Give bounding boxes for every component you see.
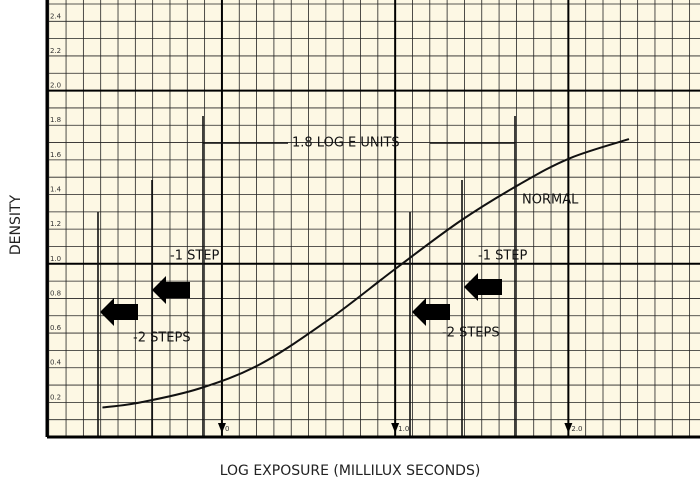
- tick-arrow: [564, 423, 573, 433]
- annotation: -2 STEPS: [133, 331, 191, 346]
- annotation: -1 STEP: [478, 249, 528, 264]
- y-tick-label: 1.8: [50, 116, 61, 124]
- y-tick-label: 1.6: [50, 151, 62, 159]
- annotation-lines: [97, 116, 516, 437]
- tick-arrow: [391, 423, 400, 433]
- y-tick-label: 1.2: [50, 220, 61, 228]
- x-tick-label: 2.0: [571, 425, 582, 433]
- curve: [102, 138, 630, 409]
- y-tick-label: 2.0: [50, 82, 61, 90]
- tick-arrow: [217, 423, 226, 433]
- plot-background: [47, 0, 700, 437]
- y-axis-label: DENSITY: [8, 194, 24, 255]
- x-axis-label: LOG EXPOSURE (MILLILUX SECONDS): [220, 463, 481, 479]
- y-tick-label: 0.2: [50, 393, 61, 401]
- x-tick-label: 1.0: [398, 425, 409, 433]
- step-arrows: [100, 273, 502, 326]
- y-tick-label: 0.4: [50, 359, 62, 367]
- y-tick-label: 0.8: [50, 289, 61, 297]
- y-tick-label: 2.2: [50, 47, 61, 55]
- x-tick-label: 0: [225, 425, 229, 433]
- annotation: -2 STEPS: [442, 326, 500, 341]
- annotation: -1 STEP: [170, 249, 220, 264]
- annotation: 1.8 LOG E UNITS: [292, 136, 400, 151]
- y-tick-label: 1.0: [50, 255, 61, 263]
- y-tick-label: 2.4: [50, 12, 62, 20]
- y-tick-label: 0.6: [50, 324, 62, 332]
- annotation: NORMAL: [522, 193, 579, 208]
- y-tick-label: 1.4: [50, 186, 62, 194]
